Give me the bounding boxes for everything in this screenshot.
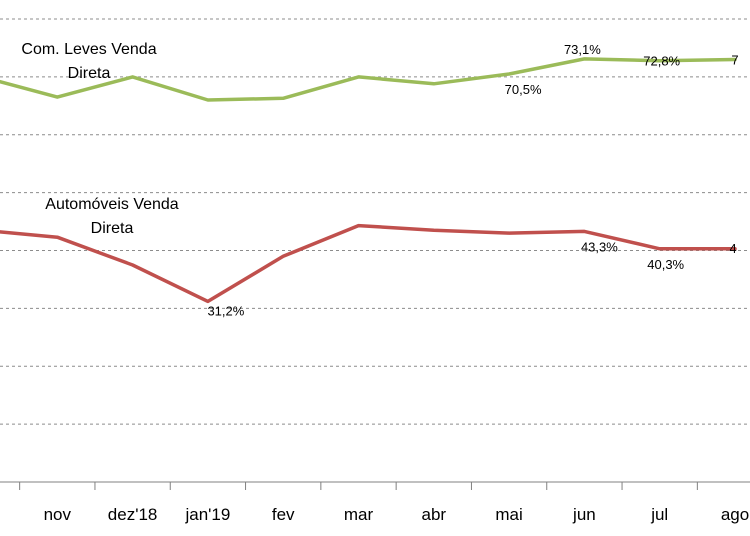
series-name-label: Direta bbox=[91, 220, 134, 237]
data-label: 7 bbox=[731, 53, 738, 68]
series-line bbox=[0, 223, 737, 304]
x-tick-label: jul bbox=[650, 505, 668, 524]
x-tick-label: fev bbox=[272, 505, 295, 524]
data-label: 31,2% bbox=[207, 303, 244, 318]
series-labels: Com. Leves Venda Direta Automóveis Venda Di… bbox=[21, 41, 178, 237]
data-labels: 70,5% 73,1% 72,8% 7 31,2% 43,3% 40,3% 4 bbox=[207, 42, 738, 318]
series-name-label: Direta bbox=[68, 65, 111, 82]
data-label: 73,1% bbox=[564, 42, 601, 57]
series-lines bbox=[0, 57, 737, 304]
x-tick-label: ago bbox=[721, 505, 749, 524]
x-tick-label: abr bbox=[422, 505, 447, 524]
x-tick-label: mai bbox=[495, 505, 522, 524]
series-name-label: Com. Leves Venda bbox=[21, 41, 156, 58]
series-line bbox=[0, 57, 737, 102]
data-label: 40,3% bbox=[647, 257, 684, 272]
x-tick-label: mar bbox=[344, 505, 374, 524]
x-tick-label: jan'19 bbox=[184, 505, 230, 524]
data-label: 4 bbox=[729, 241, 736, 256]
x-tick-label: nov bbox=[44, 505, 72, 524]
series-name-label: Automóveis Venda bbox=[45, 196, 179, 213]
data-label: 70,5% bbox=[505, 82, 542, 97]
x-tick-label: jun bbox=[572, 505, 596, 524]
x-tick-label: dez'18 bbox=[108, 505, 158, 524]
data-label: 43,3% bbox=[581, 239, 618, 254]
x-axis: nov dez'18 jan'19 fev mar abr mai jun jul ago bbox=[0, 481, 750, 524]
data-label: 72,8% bbox=[643, 54, 680, 69]
